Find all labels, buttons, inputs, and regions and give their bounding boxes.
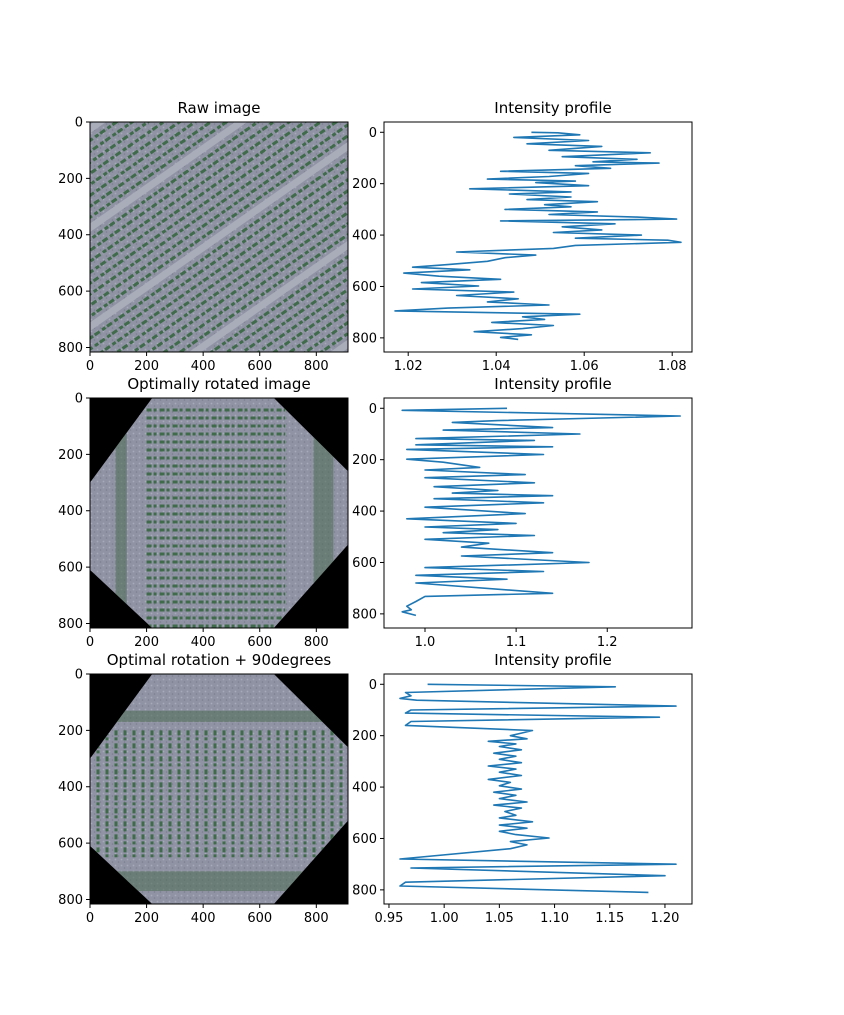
x-tick-label: 800	[304, 359, 329, 374]
x-tick-label: 400	[191, 359, 216, 374]
field-area	[90, 674, 348, 904]
rotated-image-frame	[89, 397, 349, 629]
y-tick-label: 400	[352, 505, 377, 520]
x-tick-label: 200	[134, 911, 159, 926]
rotated-90-field-image	[90, 674, 348, 904]
y-tick-label: 800	[58, 341, 83, 356]
x-tick-label: 1.08	[658, 359, 687, 374]
y-tick-label: 400	[58, 504, 83, 519]
rotated-90-image-title: Optimal rotation + 90degrees	[107, 651, 332, 669]
y-tick-label: 200	[352, 453, 377, 468]
x-tick-label: 1.20	[650, 911, 679, 926]
raw-image-frame	[89, 121, 349, 353]
y-tick-label: 800	[352, 883, 377, 898]
rotated-90-image-frame	[89, 673, 349, 905]
profile-2-title: Intensity profile	[494, 375, 611, 393]
tractor-lane	[90, 122, 348, 352]
y-tick-label: 800	[58, 617, 83, 632]
y-tick-label: 800	[352, 331, 377, 346]
y-tick-label: 0	[75, 116, 83, 131]
profile-1-plot: 1.02 1.04 1.06 1.08 0 200 400 600 800	[352, 121, 693, 374]
y-tick-label: 400	[352, 781, 377, 796]
rotated-image-panel: Optimally rotated image 0 200 400 600 800020…	[58, 375, 349, 651]
y-tick-label: 600	[58, 285, 83, 300]
crop-row-group	[90, 122, 348, 352]
x-tick-label: 600	[247, 359, 272, 374]
y-tick-label: 0	[75, 668, 83, 683]
intensity-series-line	[394, 131, 682, 341]
profile-3-plot: 0.95 1.00 1.05 1.10 1.15 1.20 0 200 400 600 800	[352, 673, 693, 926]
intensity-series-line	[401, 407, 681, 617]
y-tick-label: 600	[352, 556, 377, 571]
edge-crop-band	[90, 871, 348, 892]
x-tick-label: 1.04	[482, 359, 511, 374]
x-tick-label: 1.06	[570, 359, 599, 374]
y-tick-label: 600	[352, 280, 377, 295]
x-tick-label: 1.05	[485, 911, 514, 926]
x-tick-label: 1.10	[540, 911, 569, 926]
rotated-field-image	[90, 398, 348, 628]
x-tick-label: 1.1	[506, 635, 527, 650]
crop-row-group	[115, 398, 334, 628]
tractor-lane	[90, 122, 348, 352]
y-tick-label: 0	[369, 126, 377, 141]
rotated-90-image-panel: Optimal rotation + 90degrees 0 200 400 600 8…	[58, 651, 349, 927]
y-tick-label: 200	[58, 172, 83, 187]
rotated-image-title: Optimally rotated image	[127, 375, 310, 393]
y-tick-label: 200	[58, 724, 83, 739]
x-tick-label: 0	[86, 635, 94, 650]
y-tick-label: 400	[352, 229, 377, 244]
y-tick-label: 600	[352, 832, 377, 847]
x-tick-label: 1.02	[394, 359, 423, 374]
x-tick-label: 1.0	[415, 635, 436, 650]
y-tick-label: 400	[58, 228, 83, 243]
x-tick-label: 1.00	[430, 911, 459, 926]
plot-frame	[383, 397, 693, 629]
x-tick-label: 400	[191, 911, 216, 926]
x-tick-label: 1.2	[597, 635, 618, 650]
y-tick-label: 400	[58, 780, 83, 795]
x-tick-label: 800	[304, 911, 329, 926]
raw-field-image	[90, 122, 348, 352]
y-tick-label: 200	[352, 177, 377, 192]
y-tick-label: 200	[58, 448, 83, 463]
profile-2-plot: 1.0 1.1 1.2 0 200 400 600 800	[352, 397, 693, 650]
y-tick-label: 600	[58, 561, 83, 576]
intensity-series-line	[399, 683, 677, 894]
edge-crop-band	[115, 398, 127, 628]
profile-3-title: Intensity profile	[494, 651, 611, 669]
y-tick-label: 0	[369, 678, 377, 693]
x-tick-label: 600	[247, 635, 272, 650]
profile-panel-1: Intensity profile 1.02 1.04 1.06 1.08 0 200 40…	[352, 99, 693, 374]
raw-image-title: Raw image	[177, 99, 260, 117]
y-tick-label: 800	[352, 607, 377, 622]
y-tick-label: 0	[75, 392, 83, 407]
x-tick-label: 800	[304, 635, 329, 650]
y-tick-label: 600	[58, 837, 83, 852]
x-tick-label: 400	[191, 635, 216, 650]
tractor-lane	[90, 122, 348, 352]
x-tick-label: 200	[134, 359, 159, 374]
x-tick-label: 200	[134, 635, 159, 650]
crop-row-group	[90, 710, 348, 892]
x-tick-label: 1.15	[595, 911, 624, 926]
plot-frame	[383, 673, 693, 905]
x-tick-label: 600	[247, 911, 272, 926]
profile-panel-2: Intensity profile 1.0 1.1 1.2 0 200 400 600 800	[352, 375, 693, 650]
x-tick-label: 0	[86, 359, 94, 374]
profile-panel-3: Intensity profile 0.95 1.00 1.05 1.10 1.15 1.…	[352, 651, 693, 926]
y-tick-label: 200	[352, 729, 377, 744]
x-tick-label: 0	[86, 911, 94, 926]
profile-1-title: Intensity profile	[494, 99, 611, 117]
edge-crop-band	[90, 710, 348, 722]
x-tick-label: 0.95	[374, 911, 403, 926]
plot-frame	[383, 121, 693, 353]
y-tick-label: 800	[58, 893, 83, 908]
y-tick-label: 0	[369, 402, 377, 417]
